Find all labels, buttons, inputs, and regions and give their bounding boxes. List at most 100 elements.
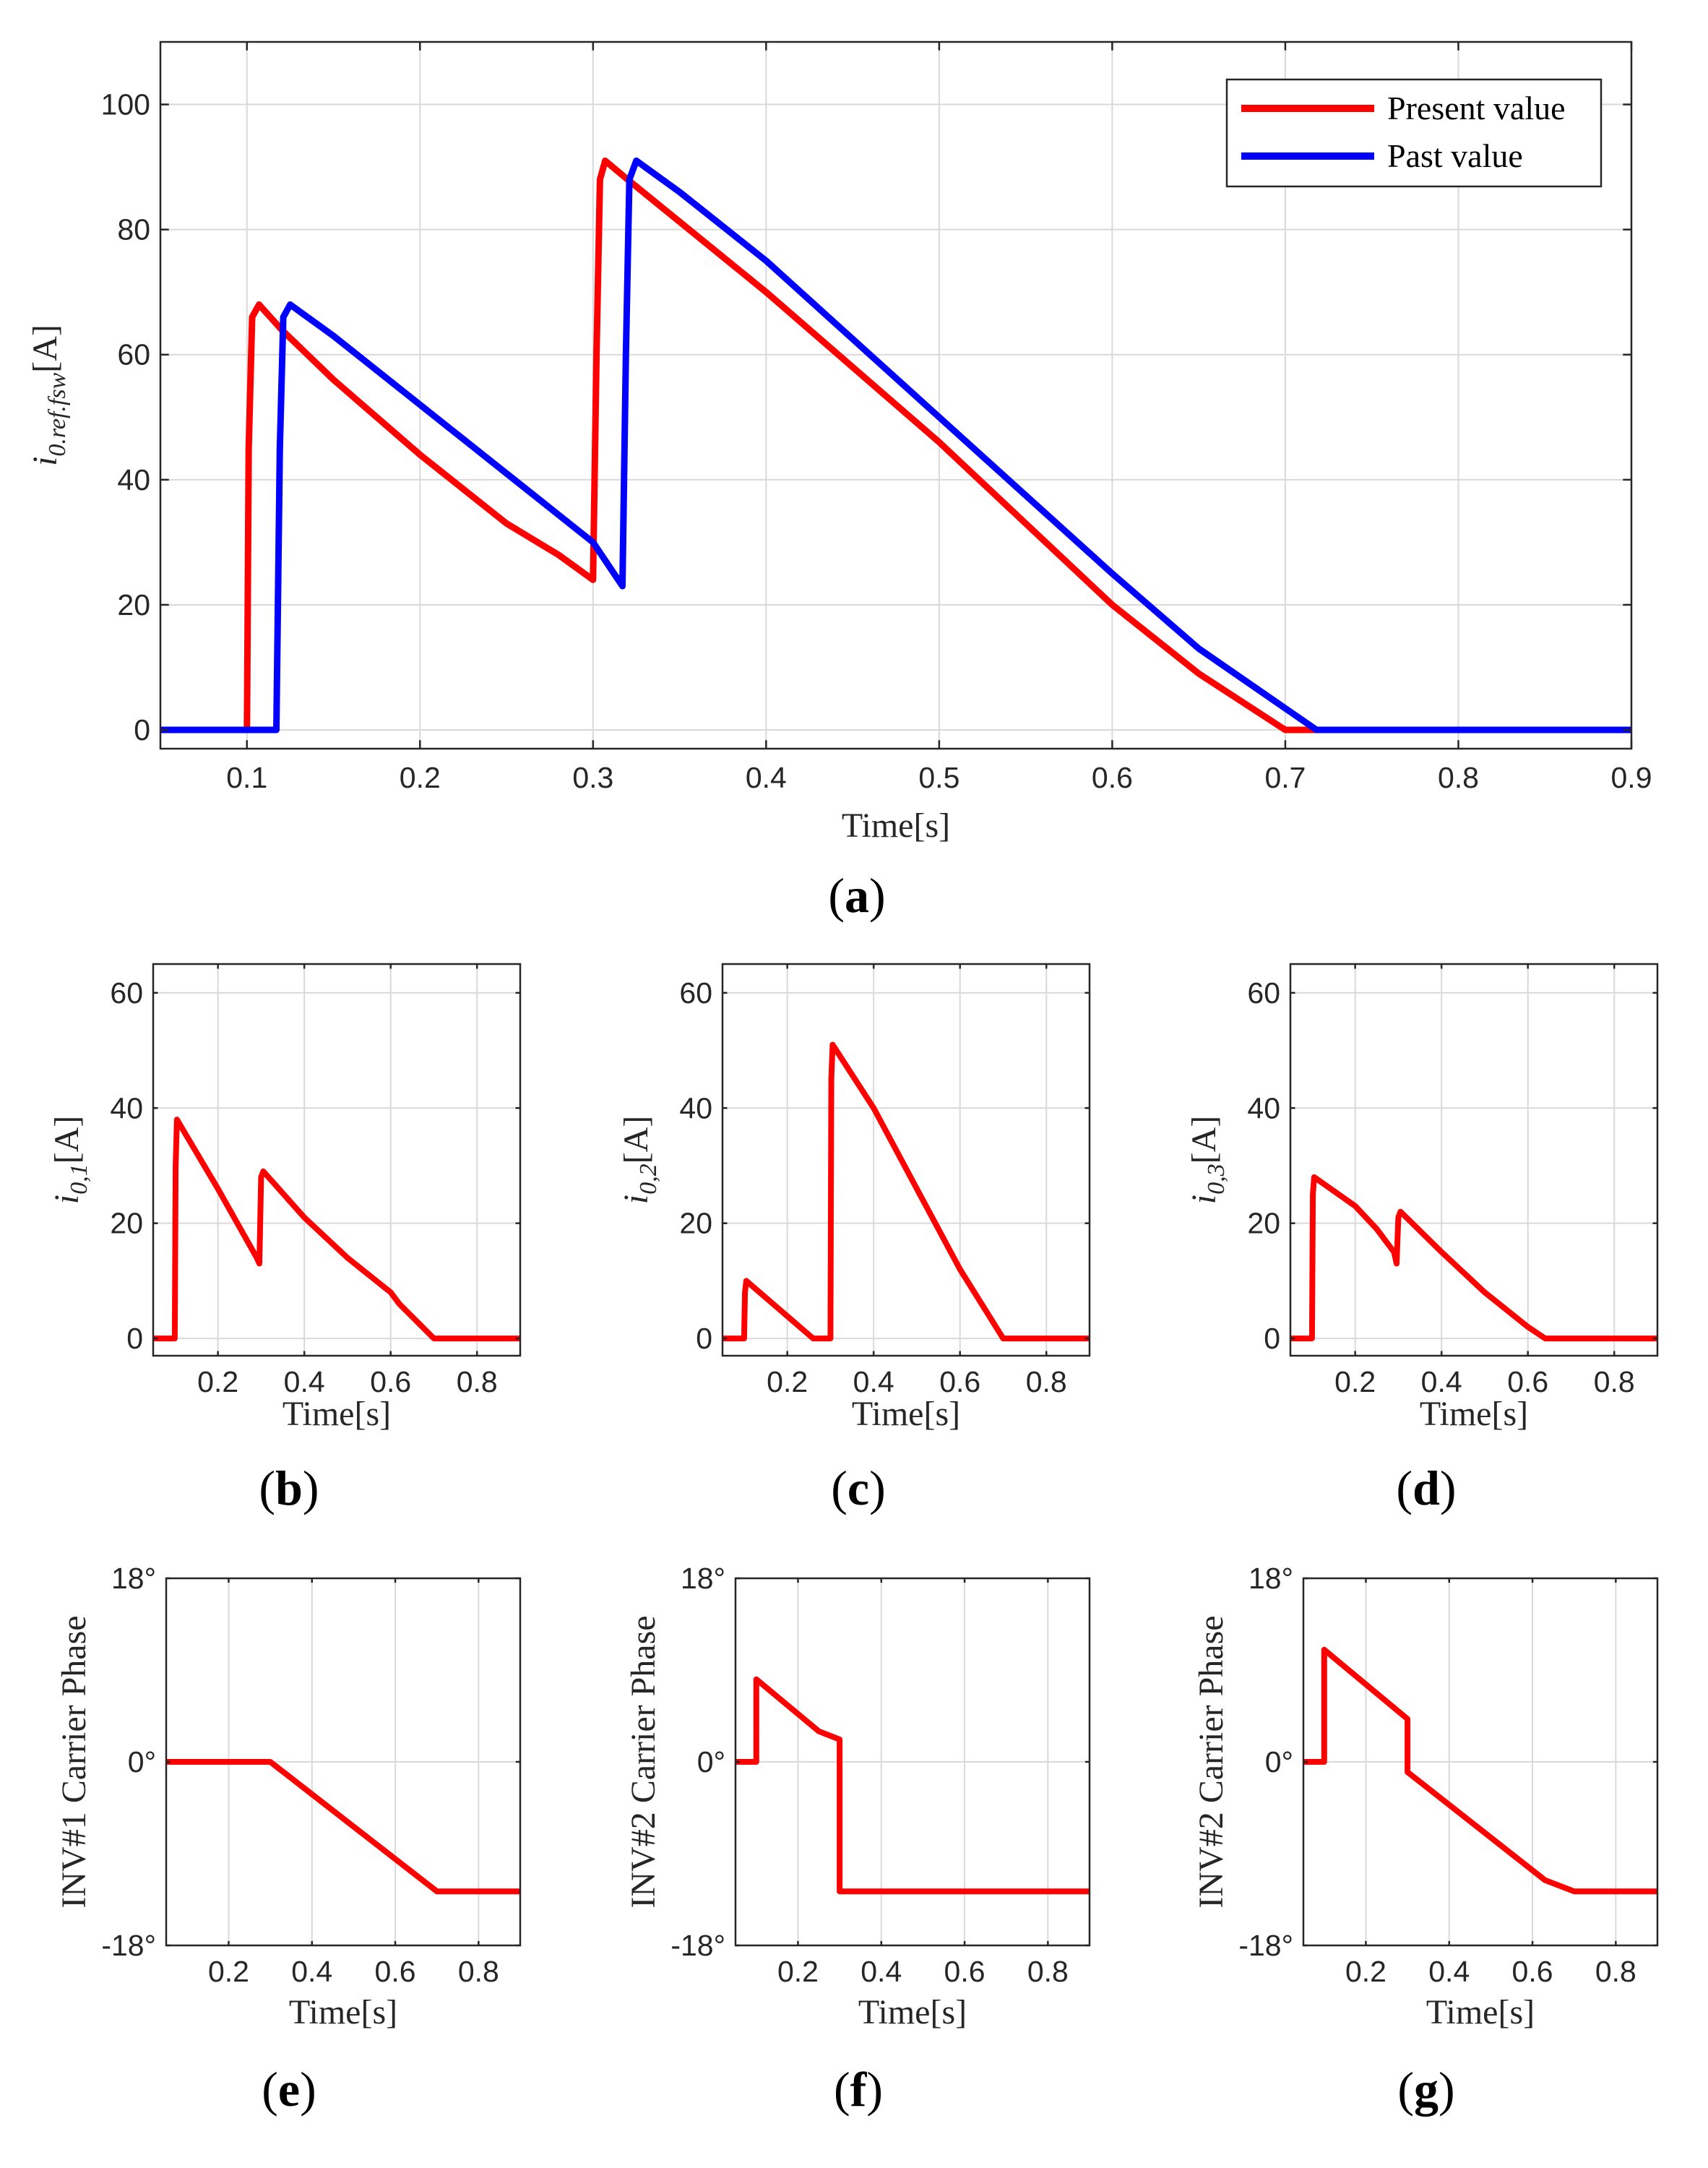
plot-area [723, 964, 1090, 1356]
series-line-2 [160, 157, 1631, 734]
x-tick-label: 0.9 [1611, 761, 1652, 794]
caption: (d) [1396, 1461, 1456, 1515]
chart-d: 0.2 0.4 0.6 0.8 0 20 40 60 Time[s] i0,3[A] (d) [1185, 963, 1659, 1515]
x-axis-label: Time[s] [282, 1395, 391, 1433]
x-tick-label: 0.8 [1595, 1955, 1636, 1988]
x-tick-label: 0.4 [853, 1365, 894, 1398]
x-axis-label: Time[s] [842, 806, 950, 845]
chart-b: 0.2 0.4 0.6 0.8 0 20 40 60 Time[s] i0,1[A] (b) [48, 963, 522, 1515]
y-tick-label: 20 [117, 588, 150, 621]
x-tick-label: 0.4 [1428, 1955, 1470, 1988]
x-tick-label: 0.4 [861, 1955, 902, 1988]
x-tick-label: 0.6 [370, 1365, 411, 1398]
y-axis-label: INV#1 Carrier Phase [55, 1615, 93, 1908]
x-axis-label: Time[s] [852, 1395, 960, 1433]
y-tick-label: 0 [126, 1322, 143, 1355]
y-tick-label: -18° [1238, 1929, 1293, 1962]
x-tick-label: 0.2 [208, 1955, 249, 1988]
x-tick-label: 0.6 [944, 1955, 985, 1988]
x-tick-label: 0.2 [777, 1955, 819, 1988]
y-tick-label: 20 [679, 1207, 712, 1240]
y-tick-label: 18° [111, 1562, 156, 1595]
plot-area [153, 964, 520, 1356]
series-line-1 [723, 1041, 1090, 1342]
chart-g: 0.2 0.4 0.6 0.8 -18° 0° 18° Time[s] INV#2 Carrie… [1192, 1562, 1659, 2117]
y-tick-label: 0° [697, 1745, 725, 1778]
x-tick-label: 0.8 [1026, 1365, 1067, 1398]
x-tick-label: 0.6 [1092, 761, 1133, 794]
axes-box [159, 40, 1633, 750]
legend-box [1225, 78, 1603, 188]
caption: (c) [831, 1461, 886, 1515]
x-tick-label: 0.2 [1334, 1365, 1376, 1398]
x-tick-label: 0.6 [1512, 1955, 1553, 1988]
x-tick-label: 0.1 [226, 761, 267, 794]
y-tick-label: 0 [696, 1322, 712, 1355]
axes-box [152, 963, 522, 1357]
y-tick-label: 0° [1265, 1745, 1293, 1778]
axes-box [1289, 963, 1659, 1357]
legend: Present value Past value [1225, 78, 1603, 188]
legend-label-2: Past value [1387, 137, 1523, 174]
x-tick-label: 0.8 [1027, 1955, 1069, 1988]
y-axis-label: INV#2 Carrier Phase [1192, 1615, 1230, 1908]
caption: (e) [262, 2062, 316, 2117]
x-tick-label: 0.4 [284, 1365, 325, 1398]
caption: (f) [834, 2062, 883, 2117]
x-tick-label: 0.6 [1507, 1365, 1548, 1398]
y-tick-label: 20 [1247, 1207, 1280, 1240]
caption: (a) [828, 868, 885, 923]
x-axis-label: Time[s] [289, 1993, 397, 2031]
x-tick-label: 0.4 [291, 1955, 332, 1988]
x-tick-label: 0.4 [746, 761, 787, 794]
y-tick-label: -18° [670, 1929, 725, 1962]
x-tick-label: 0.2 [400, 761, 441, 794]
plot-area [1290, 964, 1657, 1356]
y-tick-label: -18° [101, 1929, 156, 1962]
y-tick-label: 0 [1264, 1322, 1280, 1355]
chart-f: 0.2 0.4 0.6 0.8 -18° 0° 18° Time[s] INV#2 Carrie… [624, 1562, 1091, 2117]
caption: (b) [259, 1461, 319, 1515]
series-line-1 [166, 1759, 520, 1895]
y-tick-label: 40 [110, 1091, 143, 1124]
y-tick-label: 0 [134, 713, 150, 747]
series-line-1 [153, 1117, 520, 1342]
y-tick-label: 40 [117, 463, 150, 496]
y-tick-label: 60 [110, 976, 143, 1010]
x-tick-label: 0.8 [458, 1955, 499, 1988]
y-axis-label: i0,3[A] [1185, 1116, 1230, 1204]
axes-box [721, 963, 1091, 1357]
y-tick-label: 18° [681, 1562, 725, 1595]
x-tick-label: 0.3 [572, 761, 613, 794]
legend-label-1: Present value [1387, 90, 1566, 126]
y-tick-label: 60 [1247, 976, 1280, 1010]
series-line-1 [1290, 1174, 1657, 1342]
y-tick-label: 60 [117, 338, 150, 371]
y-axis-label: i0,1[A] [48, 1116, 92, 1204]
series-line-1 [160, 157, 1631, 734]
caption: (g) [1397, 2062, 1454, 2117]
chart-a: 0.1 0.2 0.3 0.4 0.5 0.6 0.7 0.8 0.9 0 20 40 60 80 100 T… [26, 40, 1652, 923]
y-tick-label: 100 [101, 88, 150, 121]
y-tick-label: 18° [1248, 1562, 1293, 1595]
x-tick-label: 0.5 [918, 761, 959, 794]
y-tick-label: 40 [1247, 1091, 1280, 1124]
x-tick-label: 0.7 [1264, 761, 1306, 794]
y-tick-label: 0° [128, 1745, 156, 1778]
chart-e: 0.2 0.4 0.6 0.8 -18° 0° 18° Time[s] INV#1 Carrie… [55, 1562, 522, 2117]
x-tick-label: 0.6 [375, 1955, 416, 1988]
y-axis-label: INV#2 Carrier Phase [624, 1615, 663, 1908]
x-tick-label: 0.2 [1345, 1955, 1386, 1988]
x-tick-label: 0.6 [939, 1365, 980, 1398]
y-axis-label: i0.ref.fsw[A] [26, 324, 71, 466]
x-tick-label: 0.2 [767, 1365, 808, 1398]
x-axis-label: Time[s] [858, 1993, 967, 2031]
y-axis-label: i0,2[A] [617, 1116, 662, 1204]
chart-c: 0.2 0.4 0.6 0.8 0 20 40 60 Time[s] i0,2[A] (c) [617, 963, 1091, 1515]
x-tick-label: 0.8 [1594, 1365, 1635, 1398]
x-tick-label: 0.8 [457, 1365, 498, 1398]
x-axis-label: Time[s] [1426, 1993, 1535, 2031]
y-tick-label: 80 [117, 213, 150, 246]
series-line-1 [1303, 1646, 1657, 1895]
